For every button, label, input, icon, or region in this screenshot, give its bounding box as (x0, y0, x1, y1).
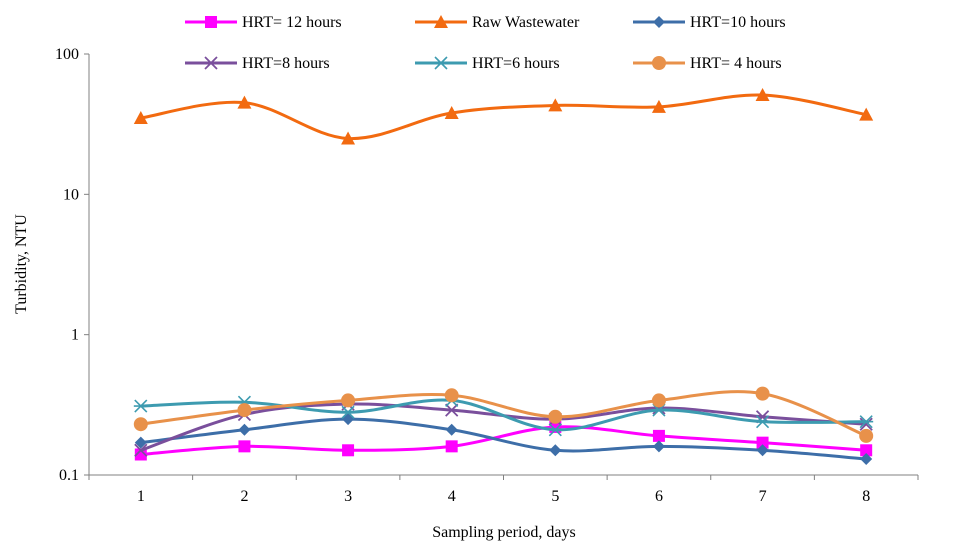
legend-marker (434, 15, 448, 28)
series-line (140, 390, 867, 438)
series-hrt-12-hours (134, 420, 873, 461)
data-point (134, 448, 147, 461)
legend-marker (205, 16, 217, 28)
legend-label: HRT=10 hours (690, 14, 786, 31)
data-point (548, 98, 563, 112)
legend-marker (434, 56, 448, 70)
data-point (860, 444, 873, 457)
data-point (756, 444, 769, 457)
x-tick-label: 8 (862, 488, 870, 505)
series-hrt-6-hours (133, 393, 874, 437)
legend-label: HRT=8 hours (242, 55, 330, 72)
x-tick-label: 2 (240, 488, 248, 505)
x-tick-label: 7 (759, 488, 767, 505)
data-point (860, 453, 873, 466)
legend-item: HRT=10 hours (633, 14, 786, 31)
y-tick-label: 10 (63, 186, 79, 203)
series-line (140, 93, 867, 140)
data-point (755, 88, 770, 102)
y-axis-title: Turbidity, NTU (13, 214, 30, 314)
legend-marker (653, 16, 665, 28)
data-point (134, 443, 148, 457)
data-point (444, 388, 459, 403)
data-point (445, 440, 458, 453)
data-point (651, 393, 666, 408)
marker-stroke (204, 56, 218, 70)
data-point (859, 107, 874, 121)
legend-marker (204, 56, 218, 70)
marker-stroke (445, 403, 459, 417)
y-tick-label: 0.1 (59, 467, 79, 484)
data-point (341, 393, 356, 408)
x-tick-label: 1 (137, 488, 145, 505)
x-tick-label: 6 (655, 488, 663, 505)
data-point (755, 386, 770, 401)
data-point (651, 99, 666, 113)
x-tick-label: 5 (551, 488, 559, 505)
series-line (140, 398, 867, 432)
data-point (342, 444, 355, 457)
data-point (238, 440, 251, 453)
series-line (140, 417, 867, 461)
legend-item: HRT=6 hours (415, 55, 560, 72)
data-point (445, 403, 459, 417)
data-point (859, 428, 874, 443)
data-point (548, 409, 563, 424)
y-tick-label: 1 (71, 327, 79, 344)
data-point (445, 423, 458, 436)
legend-item: HRT= 12 hours (185, 14, 342, 31)
data-point (238, 423, 251, 436)
data-point (134, 436, 147, 449)
series-layer (133, 88, 874, 466)
legend-item: HRT= 4 hours (633, 55, 782, 72)
data-point (341, 131, 356, 145)
data-point (756, 436, 769, 449)
data-point (549, 444, 562, 457)
legend-marker (652, 56, 666, 70)
marker-stroke (859, 417, 873, 431)
series-raw-wastewater (133, 88, 874, 145)
legend-label: Raw Wastewater (472, 14, 580, 31)
data-point (133, 110, 148, 124)
marker-stroke (134, 443, 148, 457)
x-axis-title: Sampling period, days (432, 524, 576, 541)
legend-item: Raw Wastewater (415, 14, 580, 31)
series-line (140, 425, 867, 456)
data-point (652, 429, 665, 442)
data-point (133, 399, 148, 413)
axes: 0.1 1 10 100 1 2 3 4 5 6 7 8 (55, 46, 919, 505)
y-tick-label: 100 (55, 46, 79, 63)
legend-item: HRT=8 hours (185, 55, 330, 72)
data-point (548, 423, 563, 437)
data-point (859, 415, 874, 429)
legend: HRT= 12 hours Raw Wastewater HRT=10 hours H… (185, 14, 786, 72)
data-point (652, 440, 665, 453)
data-point (133, 417, 148, 432)
data-point (755, 415, 770, 429)
legend-label: HRT= 4 hours (690, 55, 782, 72)
data-point (237, 95, 252, 109)
legend-label: HRT= 12 hours (242, 14, 342, 31)
data-point (342, 413, 355, 426)
series-hrt-4-hours (133, 386, 874, 443)
data-point (444, 105, 459, 119)
legend-label: HRT=6 hours (472, 55, 560, 72)
x-tick-label: 3 (344, 488, 352, 505)
x-tick-label: 4 (448, 488, 456, 505)
data-point (341, 405, 356, 419)
data-point (237, 403, 252, 418)
